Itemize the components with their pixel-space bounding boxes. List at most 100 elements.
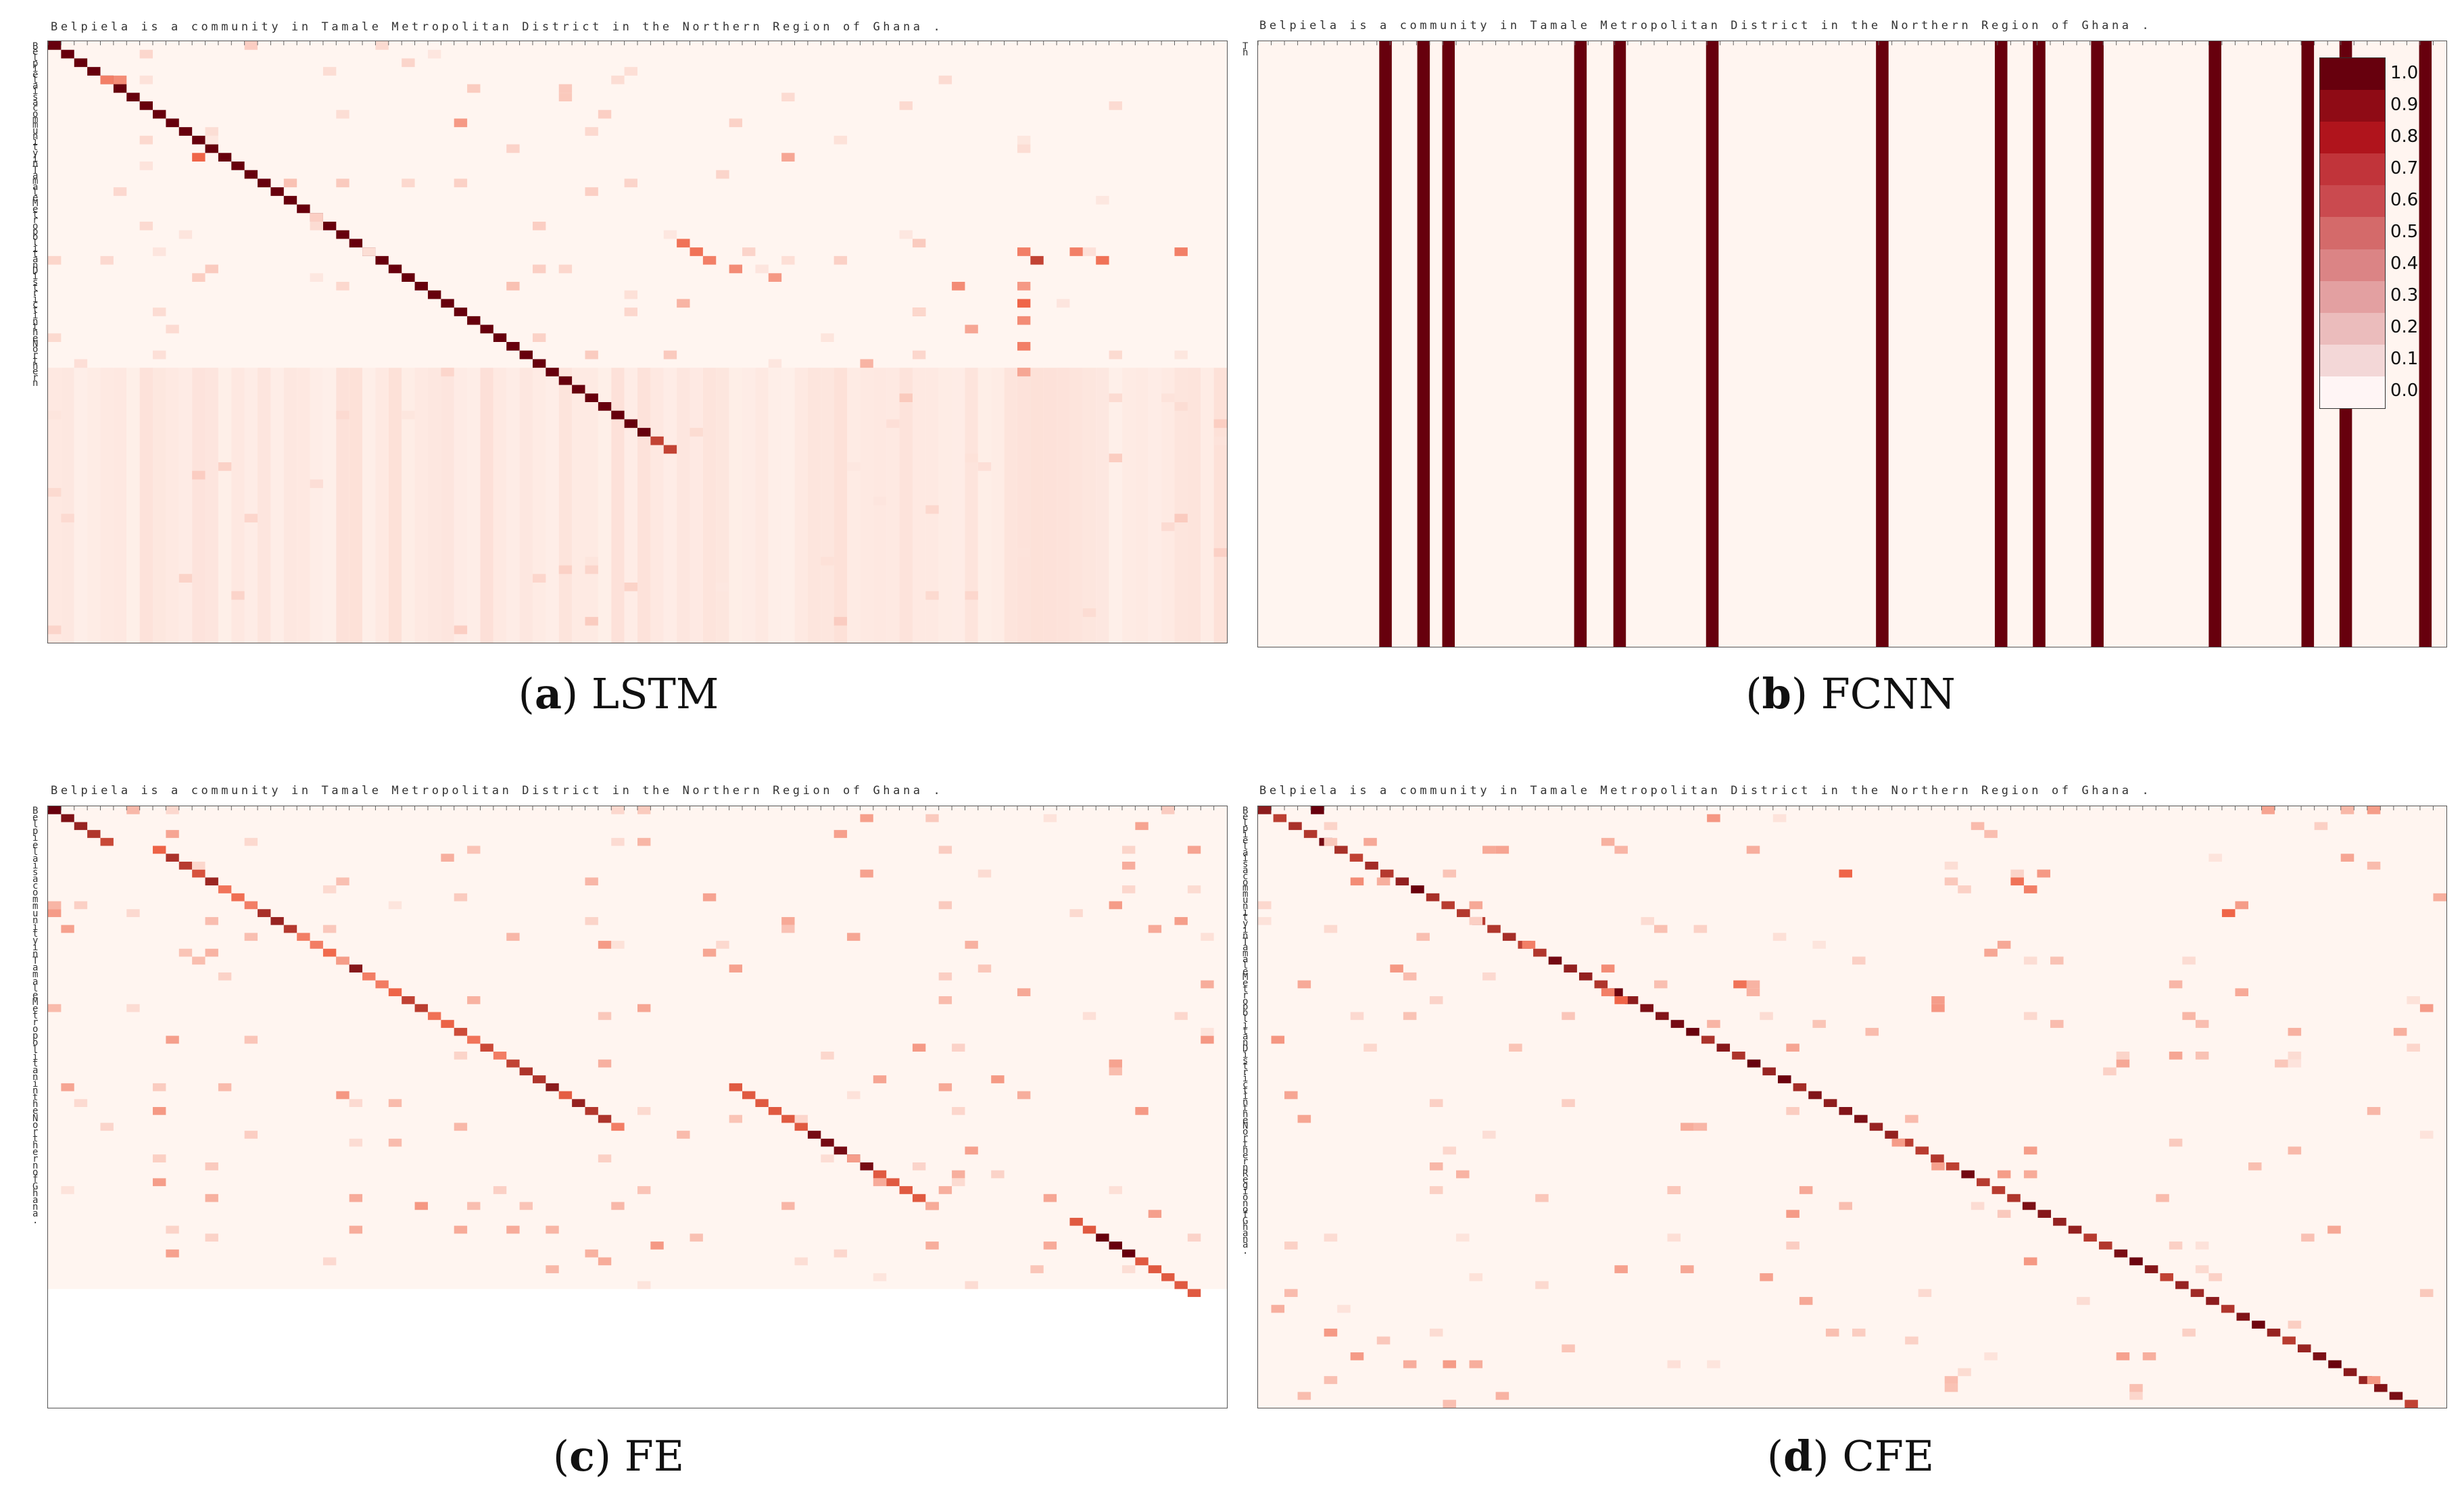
attention-cell [427, 49, 441, 59]
attention-cell [1121, 845, 1136, 854]
diffuse-column [153, 368, 166, 643]
diagonal-cell [1174, 1281, 1188, 1289]
diagonal-cell [1610, 988, 1623, 997]
attention-cell [1429, 1162, 1443, 1171]
diagonal-cell [2053, 1217, 2067, 1226]
attention-column [1876, 41, 1889, 647]
attention-cell [388, 901, 402, 910]
diffuse-column [178, 368, 193, 643]
y-token-label: p [32, 226, 39, 237]
diagonal-cell [1716, 1043, 1731, 1052]
attention-cell [1799, 1186, 1813, 1194]
diffuse-column [702, 368, 717, 643]
attention-cell [1905, 1114, 1918, 1123]
diagonal-cell [258, 178, 271, 188]
empty-region [48, 1289, 1227, 1408]
y-token-label: n [32, 949, 39, 960]
y-token-label: l [32, 74, 39, 86]
attention-cell [1931, 996, 1945, 1004]
attention-cell [938, 996, 952, 1004]
attention-cell [781, 1202, 795, 1210]
diagonal-cell [2068, 1225, 2082, 1234]
attention-cell [1495, 845, 1509, 854]
y-token-label: i [32, 1079, 39, 1089]
attention-cell [2195, 1052, 2209, 1060]
y-token-label: t [32, 1010, 39, 1021]
attention-cell [1057, 299, 1070, 308]
diagonal-cell [1823, 1099, 1837, 1107]
y-token-label: h [1242, 47, 1249, 58]
attention-cell [2327, 1225, 2341, 1234]
attention-cell [585, 1249, 598, 1258]
diffuse-column [126, 368, 140, 643]
diagonal-cell [519, 1067, 533, 1076]
diffuse-column [624, 368, 637, 643]
attention-cell [2288, 1052, 2302, 1060]
attention-cell [2314, 822, 2328, 831]
attention-cell [1667, 1233, 1681, 1242]
attention-cell [952, 1178, 965, 1187]
attention-cell [1852, 1328, 1866, 1337]
attention-cell [192, 470, 206, 480]
y-token-label: n [32, 260, 39, 271]
attention-cell [768, 359, 782, 368]
y-token-label: o [1242, 1127, 1249, 1138]
attention-cell [1324, 1233, 1338, 1242]
y-token-label: i [32, 243, 39, 254]
attention-cell [2407, 996, 2420, 1004]
diffuse-column [637, 368, 651, 643]
attention-cell [1681, 1265, 1694, 1273]
diffuse-column [938, 368, 952, 643]
y-token-label: h [1242, 1222, 1249, 1233]
diagonal-cell [2114, 1249, 2128, 1258]
attention-cell [1109, 1067, 1122, 1076]
diffuse-column [166, 368, 179, 643]
diagonal-cell [650, 436, 664, 445]
y-token-label: m [1242, 948, 1249, 960]
y-token-label: a [32, 170, 39, 181]
attention-cell [624, 67, 637, 76]
attention-cell [716, 941, 729, 949]
diagonal-cell [218, 885, 232, 893]
diagonal-cell [322, 948, 337, 957]
y-token-label: u [1242, 895, 1249, 906]
attention-cell [1522, 941, 1536, 949]
attention-cell [729, 1114, 743, 1123]
colorbar-tick-label: 0.2 [2390, 317, 2419, 338]
attention-cell [192, 956, 206, 965]
diagonal-cell [1334, 845, 1348, 854]
attention-cell [349, 1138, 363, 1147]
colorbar-swatch [2320, 58, 2385, 91]
colorbar-tick-label: 0.1 [2390, 349, 2419, 370]
attention-cell [952, 1170, 965, 1179]
y-token-label: h [1242, 1108, 1249, 1120]
attention-cell [1535, 1281, 1549, 1289]
y-token-label: p [32, 1031, 39, 1042]
attention-cell [2023, 1146, 2037, 1155]
attention-cell [2142, 1352, 2156, 1360]
attention-cell [677, 299, 690, 308]
colorbar-swatch [2320, 153, 2385, 186]
attention-cell [965, 591, 978, 600]
attention-cell [1324, 822, 1338, 831]
attention-cell [2023, 956, 2037, 965]
attention-cell [1096, 255, 1109, 265]
diagonal-cell [506, 342, 520, 351]
diagonal-cell [912, 1194, 926, 1202]
attention-cell [1772, 933, 1787, 941]
attention-cell [1641, 916, 1654, 925]
diagonal-cell [113, 84, 127, 93]
y-token-label: s [32, 866, 39, 878]
attention-cell [336, 1091, 349, 1100]
attention-cell [1096, 195, 1109, 205]
attention-cell [402, 178, 415, 188]
diagonal-cell [270, 187, 284, 196]
y-token-label: n [32, 1071, 39, 1083]
attention-cell [886, 419, 900, 428]
attention-cell [336, 178, 349, 188]
attention-cell [1174, 247, 1188, 256]
diffuse-column [74, 368, 88, 643]
attention-cell [977, 462, 992, 471]
attention-cell [1482, 972, 1496, 981]
colorbar-swatch [2320, 122, 2385, 154]
